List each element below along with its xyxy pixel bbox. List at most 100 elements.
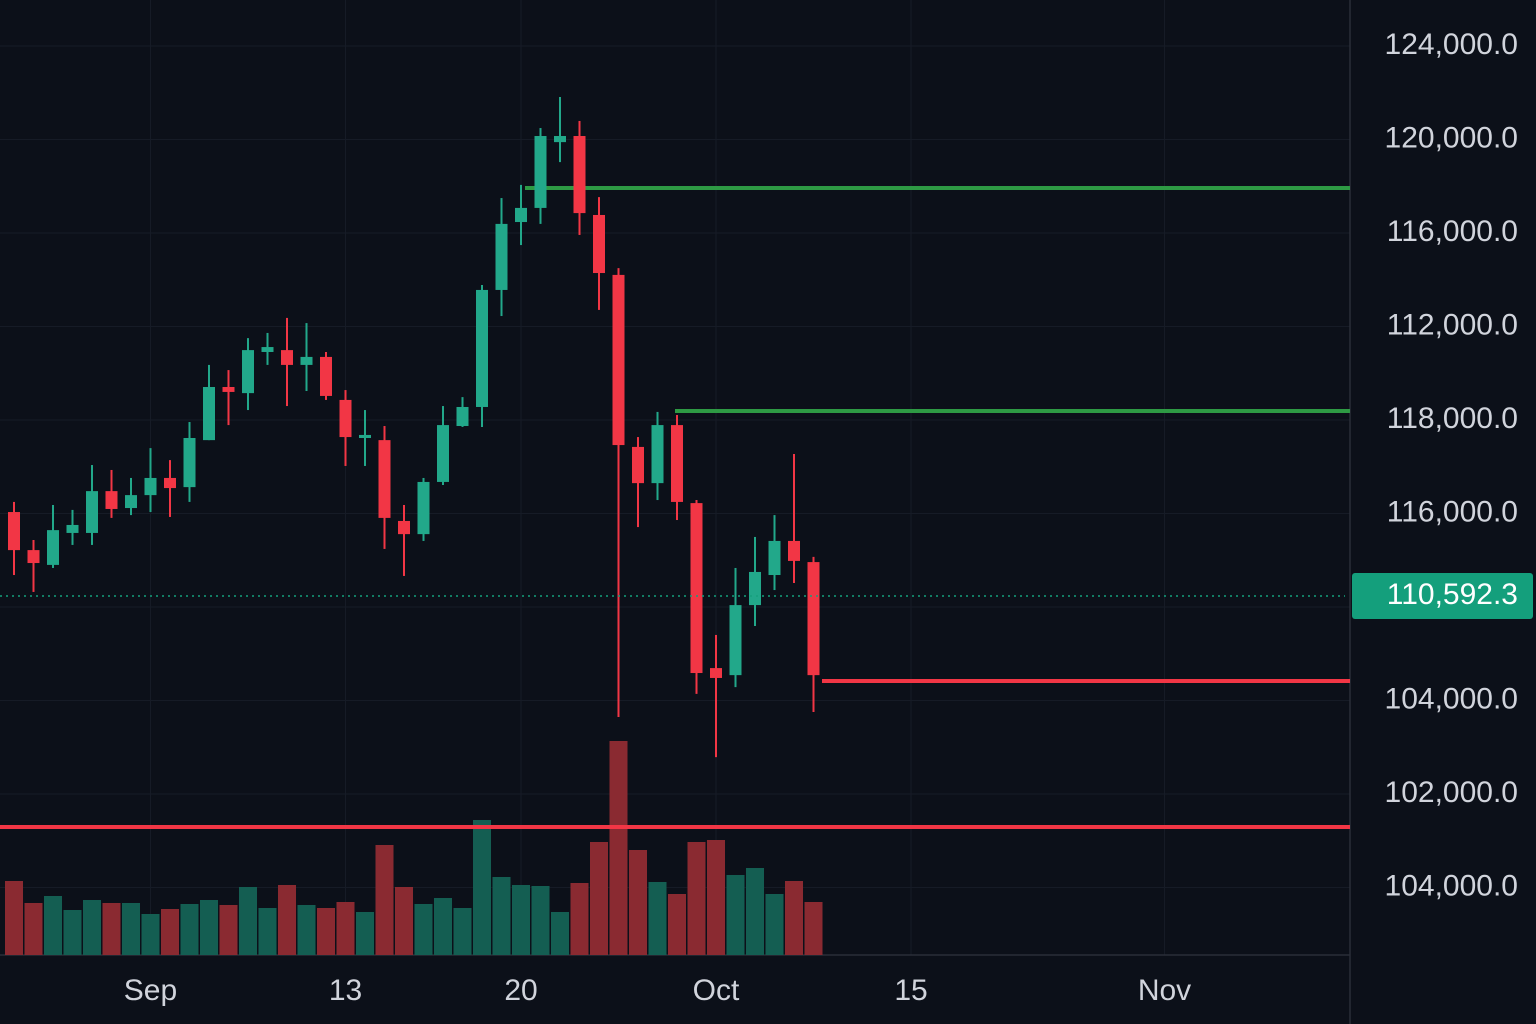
volume-bar xyxy=(804,902,823,955)
volume-bar xyxy=(473,820,491,955)
volume-bar xyxy=(648,882,667,955)
volume-bar xyxy=(629,850,647,955)
volume-bar xyxy=(336,902,355,955)
candle-body xyxy=(456,406,469,427)
candle-body xyxy=(476,289,488,407)
volume-bar xyxy=(297,905,316,955)
volume-bar xyxy=(785,881,803,955)
volume-bar xyxy=(414,904,433,955)
volume-bar xyxy=(453,908,472,955)
volume-bar xyxy=(200,900,218,955)
volume-bar xyxy=(707,840,725,955)
volume-bar xyxy=(668,894,686,955)
candle-body xyxy=(222,387,235,392)
volume-bar xyxy=(161,909,179,955)
candle-body xyxy=(632,446,644,484)
candle-body xyxy=(671,425,683,502)
x-tick-label: Sep xyxy=(124,974,177,1007)
volume-bar xyxy=(24,903,43,955)
candle-body xyxy=(183,438,196,488)
volume-bar xyxy=(395,887,413,955)
candle-body xyxy=(261,347,274,352)
candle-body xyxy=(47,530,59,565)
candle-body xyxy=(66,524,79,533)
volume-bar xyxy=(258,908,277,955)
candle-body xyxy=(105,491,118,509)
candle-body xyxy=(710,668,722,678)
volume-bar xyxy=(609,741,628,955)
y-tick-label: 116,000.0 xyxy=(1387,495,1518,528)
y-tick-label: 104,000.0 xyxy=(1385,682,1518,715)
candle-body xyxy=(300,356,313,365)
y-tick-label: 116,000.0 xyxy=(1387,215,1518,248)
volume-bar xyxy=(317,908,335,955)
candle-body xyxy=(437,425,449,482)
candle-body xyxy=(203,387,215,441)
candle-body xyxy=(8,512,20,551)
candle-body xyxy=(281,350,293,365)
volume-bar xyxy=(83,900,101,955)
x-tick-label: 13 xyxy=(329,974,362,1007)
candle-body xyxy=(320,356,332,396)
x-tick-label: Oct xyxy=(693,974,740,1007)
candle-body xyxy=(27,550,40,564)
candle-body xyxy=(729,605,742,676)
candle-body xyxy=(125,495,137,509)
candle-body xyxy=(398,520,410,535)
candle-body xyxy=(612,274,625,446)
volume-bar xyxy=(44,896,62,955)
volume-bar xyxy=(746,868,764,955)
volume-bar xyxy=(219,905,238,955)
volume-bar xyxy=(5,881,23,955)
x-tick-label: Nov xyxy=(1138,974,1191,1007)
y-tick-label: 104,000.0 xyxy=(1385,869,1518,902)
candle-body xyxy=(573,136,586,214)
candle-body xyxy=(807,562,820,676)
volume-bar xyxy=(122,903,140,955)
candle-body xyxy=(144,477,157,496)
y-tick-label: 112,000.0 xyxy=(1387,308,1518,341)
candle-body xyxy=(690,503,703,674)
y-tick-label: 120,000.0 xyxy=(1385,121,1518,154)
volume-bar xyxy=(278,885,296,955)
y-tick-label: 118,000.0 xyxy=(1387,402,1518,435)
candle-body xyxy=(359,434,371,439)
volume-bar xyxy=(570,883,589,955)
candle-body xyxy=(378,440,391,518)
candle-body xyxy=(339,399,352,438)
volume-bar xyxy=(551,912,569,955)
candle-body xyxy=(164,477,176,489)
grid xyxy=(0,0,1350,955)
candle-body xyxy=(768,540,781,576)
candle-body xyxy=(417,481,430,535)
volume-bar xyxy=(356,912,374,955)
last-price-label: 110,592.3 xyxy=(1387,578,1518,611)
volume-bar xyxy=(765,894,784,955)
y-tick-label: 124,000.0 xyxy=(1385,28,1518,61)
candle-body xyxy=(242,350,254,394)
volume-bar xyxy=(239,887,257,955)
candle-body xyxy=(534,136,547,208)
candle-body xyxy=(749,571,761,606)
volume-bar xyxy=(512,885,530,955)
volume-bar xyxy=(375,845,394,955)
y-tick-label: 102,000.0 xyxy=(1385,776,1518,809)
volume-bar xyxy=(434,898,452,955)
candle-body xyxy=(554,136,566,143)
volume-bar xyxy=(590,842,608,955)
candle-body xyxy=(651,425,664,484)
volume-bar xyxy=(492,877,511,955)
volume-bar xyxy=(141,914,160,955)
volume-bar xyxy=(102,903,121,955)
candle-body xyxy=(593,214,605,274)
volume-bar xyxy=(726,875,745,955)
candle-body xyxy=(86,491,98,533)
last-price-tag xyxy=(1352,573,1533,619)
x-tick-label: 15 xyxy=(894,974,927,1007)
volume-bar xyxy=(531,886,550,955)
candle-body xyxy=(515,207,527,223)
volume-bar xyxy=(180,904,199,955)
volume-bar xyxy=(63,910,82,955)
